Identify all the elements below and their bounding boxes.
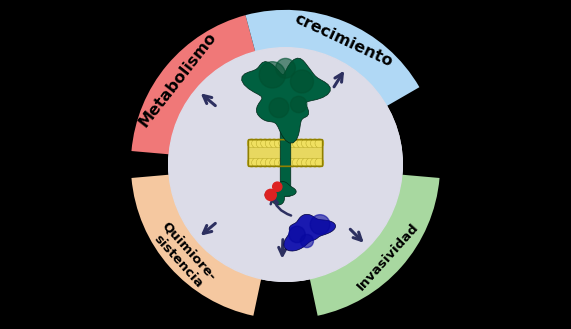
Circle shape — [301, 158, 310, 167]
Circle shape — [301, 139, 310, 148]
Circle shape — [269, 98, 289, 118]
Circle shape — [265, 158, 274, 167]
Polygon shape — [265, 182, 296, 205]
Circle shape — [261, 158, 270, 167]
Polygon shape — [284, 214, 336, 251]
Text: crecimiento: crecimiento — [292, 11, 395, 69]
Circle shape — [252, 139, 260, 148]
Circle shape — [274, 139, 283, 148]
Circle shape — [247, 139, 256, 148]
Circle shape — [279, 139, 288, 148]
Circle shape — [276, 59, 295, 78]
Circle shape — [315, 139, 324, 148]
Circle shape — [306, 139, 315, 148]
Wedge shape — [131, 175, 261, 316]
Circle shape — [311, 158, 319, 167]
Circle shape — [247, 158, 256, 167]
Wedge shape — [310, 175, 440, 316]
Circle shape — [283, 158, 292, 167]
Text: Metabolismo: Metabolismo — [136, 30, 219, 130]
Circle shape — [252, 158, 260, 167]
Circle shape — [168, 48, 403, 281]
Circle shape — [310, 215, 330, 234]
Wedge shape — [246, 10, 420, 106]
Circle shape — [256, 139, 265, 148]
Circle shape — [168, 48, 403, 281]
Polygon shape — [242, 58, 330, 143]
Circle shape — [274, 158, 283, 167]
Circle shape — [288, 158, 297, 167]
Bar — [250, 145, 321, 161]
Circle shape — [311, 139, 319, 148]
Circle shape — [270, 158, 279, 167]
Circle shape — [297, 158, 306, 167]
FancyBboxPatch shape — [280, 96, 291, 196]
Circle shape — [270, 139, 279, 148]
Circle shape — [297, 139, 306, 148]
Circle shape — [265, 190, 276, 200]
Circle shape — [291, 70, 313, 93]
Circle shape — [273, 182, 282, 191]
Circle shape — [256, 158, 265, 167]
Circle shape — [259, 62, 286, 88]
FancyArrowPatch shape — [271, 196, 291, 215]
Text: Quimiore-
sistencia: Quimiore- sistencia — [148, 219, 219, 293]
Circle shape — [291, 96, 307, 113]
Circle shape — [306, 158, 315, 167]
Circle shape — [289, 226, 305, 243]
Circle shape — [292, 158, 301, 167]
Wedge shape — [131, 15, 255, 154]
Text: Invasividad: Invasividad — [354, 220, 421, 292]
Circle shape — [261, 139, 270, 148]
Circle shape — [265, 139, 274, 148]
Circle shape — [279, 158, 288, 167]
Circle shape — [288, 139, 297, 148]
Circle shape — [292, 139, 301, 148]
Circle shape — [315, 158, 324, 167]
Circle shape — [300, 234, 313, 247]
Circle shape — [283, 139, 292, 148]
